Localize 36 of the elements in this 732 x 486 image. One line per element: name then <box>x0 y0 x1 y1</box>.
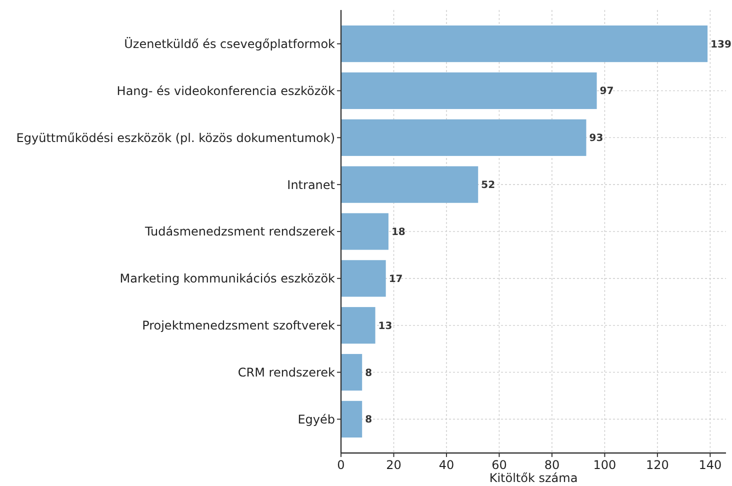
x-axis-title: Kitöltők száma <box>489 471 578 485</box>
bar <box>341 400 362 438</box>
data-label: 97 <box>600 86 614 98</box>
data-label: 139 <box>710 39 732 50</box>
data-label: 52 <box>481 180 496 192</box>
bar <box>341 307 376 344</box>
y-tick-label: Hang- és videokonferencia eszközök <box>116 84 336 98</box>
y-tick-label: Intranet <box>287 178 336 192</box>
y-tick-label: Üzenetküldő és csevegőplatformok <box>124 36 336 51</box>
bar <box>341 166 478 203</box>
x-tick-label: 60 <box>492 458 507 472</box>
data-label: 8 <box>365 368 372 379</box>
data-label: 8 <box>365 414 372 426</box>
data-label: 18 <box>391 227 406 238</box>
bar <box>341 354 362 391</box>
data-label: 13 <box>378 320 392 332</box>
y-tick-label: Tudásmenedzsment rendszerek <box>144 224 336 239</box>
bar <box>341 119 586 156</box>
y-tick-label: Egyéb <box>298 412 335 426</box>
x-tick-label: 40 <box>438 458 454 472</box>
y-tick-label: Marketing kommunikációs eszközök <box>120 272 336 286</box>
bar <box>341 213 388 250</box>
x-tick-label: 20 <box>386 458 402 472</box>
y-tick-label: Projektmenedzsment szoftverek <box>142 318 336 333</box>
x-tick-label: 0 <box>337 458 345 472</box>
data-label: 93 <box>589 133 604 144</box>
data-label: 17 <box>388 274 403 285</box>
x-tick-label: 140 <box>698 458 722 472</box>
bar <box>341 260 386 297</box>
x-tick-label: 80 <box>544 458 560 472</box>
bar <box>341 72 597 110</box>
bar <box>341 25 708 62</box>
y-tick-label: Együttműködési eszközök (pl. közös dokumentumok) <box>16 130 335 145</box>
x-tick-label: 120 <box>646 458 669 472</box>
x-tick-label: 100 <box>593 458 616 472</box>
y-tick-label: CRM rendszerek <box>238 365 336 380</box>
